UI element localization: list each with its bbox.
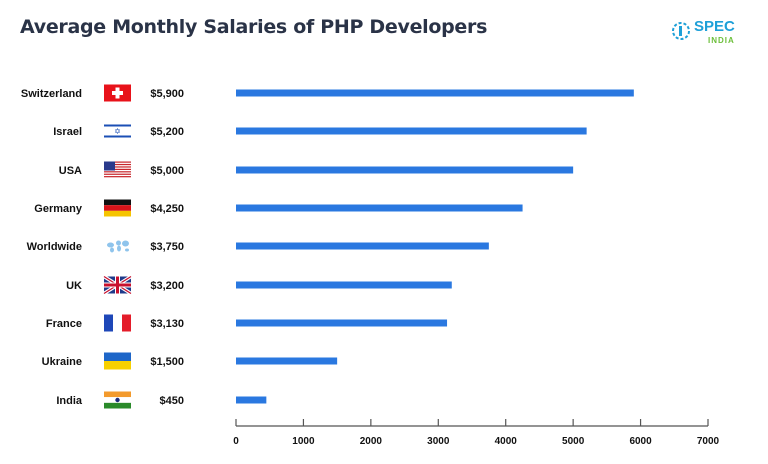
value-label: $5,200 [150, 126, 184, 138]
germany-flag-icon [104, 199, 131, 217]
value-label: $450 [160, 395, 184, 407]
bar-row: Switzerland $5,900 [21, 84, 634, 102]
value-label: $5,000 [150, 165, 184, 177]
category-label: UK [66, 280, 82, 292]
x-axis: 0 1000 2000 3000 4000 5000 6000 7000 [233, 419, 720, 447]
svg-text:SPEC: SPEC [694, 18, 735, 35]
category-label: Switzerland [21, 88, 82, 100]
bar [236, 357, 338, 365]
world-map-icon [107, 240, 129, 253]
bar-row: India $450 [56, 391, 267, 409]
x-tick-label: 0 [233, 436, 239, 447]
value-label: $3,750 [150, 241, 184, 253]
israel-flag-icon: ✡ [104, 122, 131, 140]
x-tick-label: 4000 [495, 436, 518, 447]
bar-row: Germany $4,250 [34, 199, 523, 217]
chart-title: Average Monthly Salaries of PHP Develope… [20, 16, 488, 38]
category-label: Germany [34, 203, 83, 215]
bar [236, 396, 267, 404]
bar [236, 204, 523, 212]
value-label: $3,200 [150, 280, 184, 292]
bar-row: Ukraine $1,500 [42, 352, 338, 370]
bar-row: Israel ✡ $5,200 [53, 122, 587, 140]
bar [236, 319, 448, 327]
x-tick-label: 7000 [697, 436, 720, 447]
x-tick-label: 2000 [360, 436, 383, 447]
svg-text:INDIA: INDIA [708, 36, 735, 45]
spec-india-logo: SPEC INDIA [672, 18, 735, 45]
bar-row: France $3,130 [46, 314, 448, 332]
value-label: $1,500 [150, 356, 184, 368]
usa-flag-icon [104, 161, 131, 178]
bar [236, 89, 634, 97]
x-tick-label: 5000 [562, 436, 585, 447]
x-tick-label: 3000 [427, 436, 450, 447]
category-label: Israel [53, 126, 82, 138]
category-label: USA [59, 165, 82, 177]
bar [236, 166, 574, 174]
switzerland-flag-icon [104, 84, 131, 102]
x-tick-label: 1000 [292, 436, 315, 447]
bar-row: UK $3,200 [66, 275, 452, 295]
category-label: France [46, 318, 82, 330]
france-flag-icon [104, 314, 131, 332]
x-tick-label: 6000 [629, 436, 652, 447]
bar-row: USA $5,000 [59, 161, 574, 178]
bar-row: Worldwide $3,750 [27, 240, 489, 253]
bar [236, 127, 587, 135]
value-label: $3,130 [150, 318, 184, 330]
value-label: $5,900 [150, 88, 184, 100]
india-flag-icon [104, 391, 131, 409]
svg-text:✡: ✡ [114, 127, 121, 136]
category-label: Ukraine [42, 356, 82, 368]
bar [236, 242, 489, 250]
category-label: Worldwide [27, 241, 82, 253]
value-label: $4,250 [150, 203, 184, 215]
uk-flag-icon [103, 275, 132, 295]
ukraine-flag-icon [104, 352, 131, 370]
bar [236, 281, 452, 289]
category-label: India [56, 395, 83, 407]
